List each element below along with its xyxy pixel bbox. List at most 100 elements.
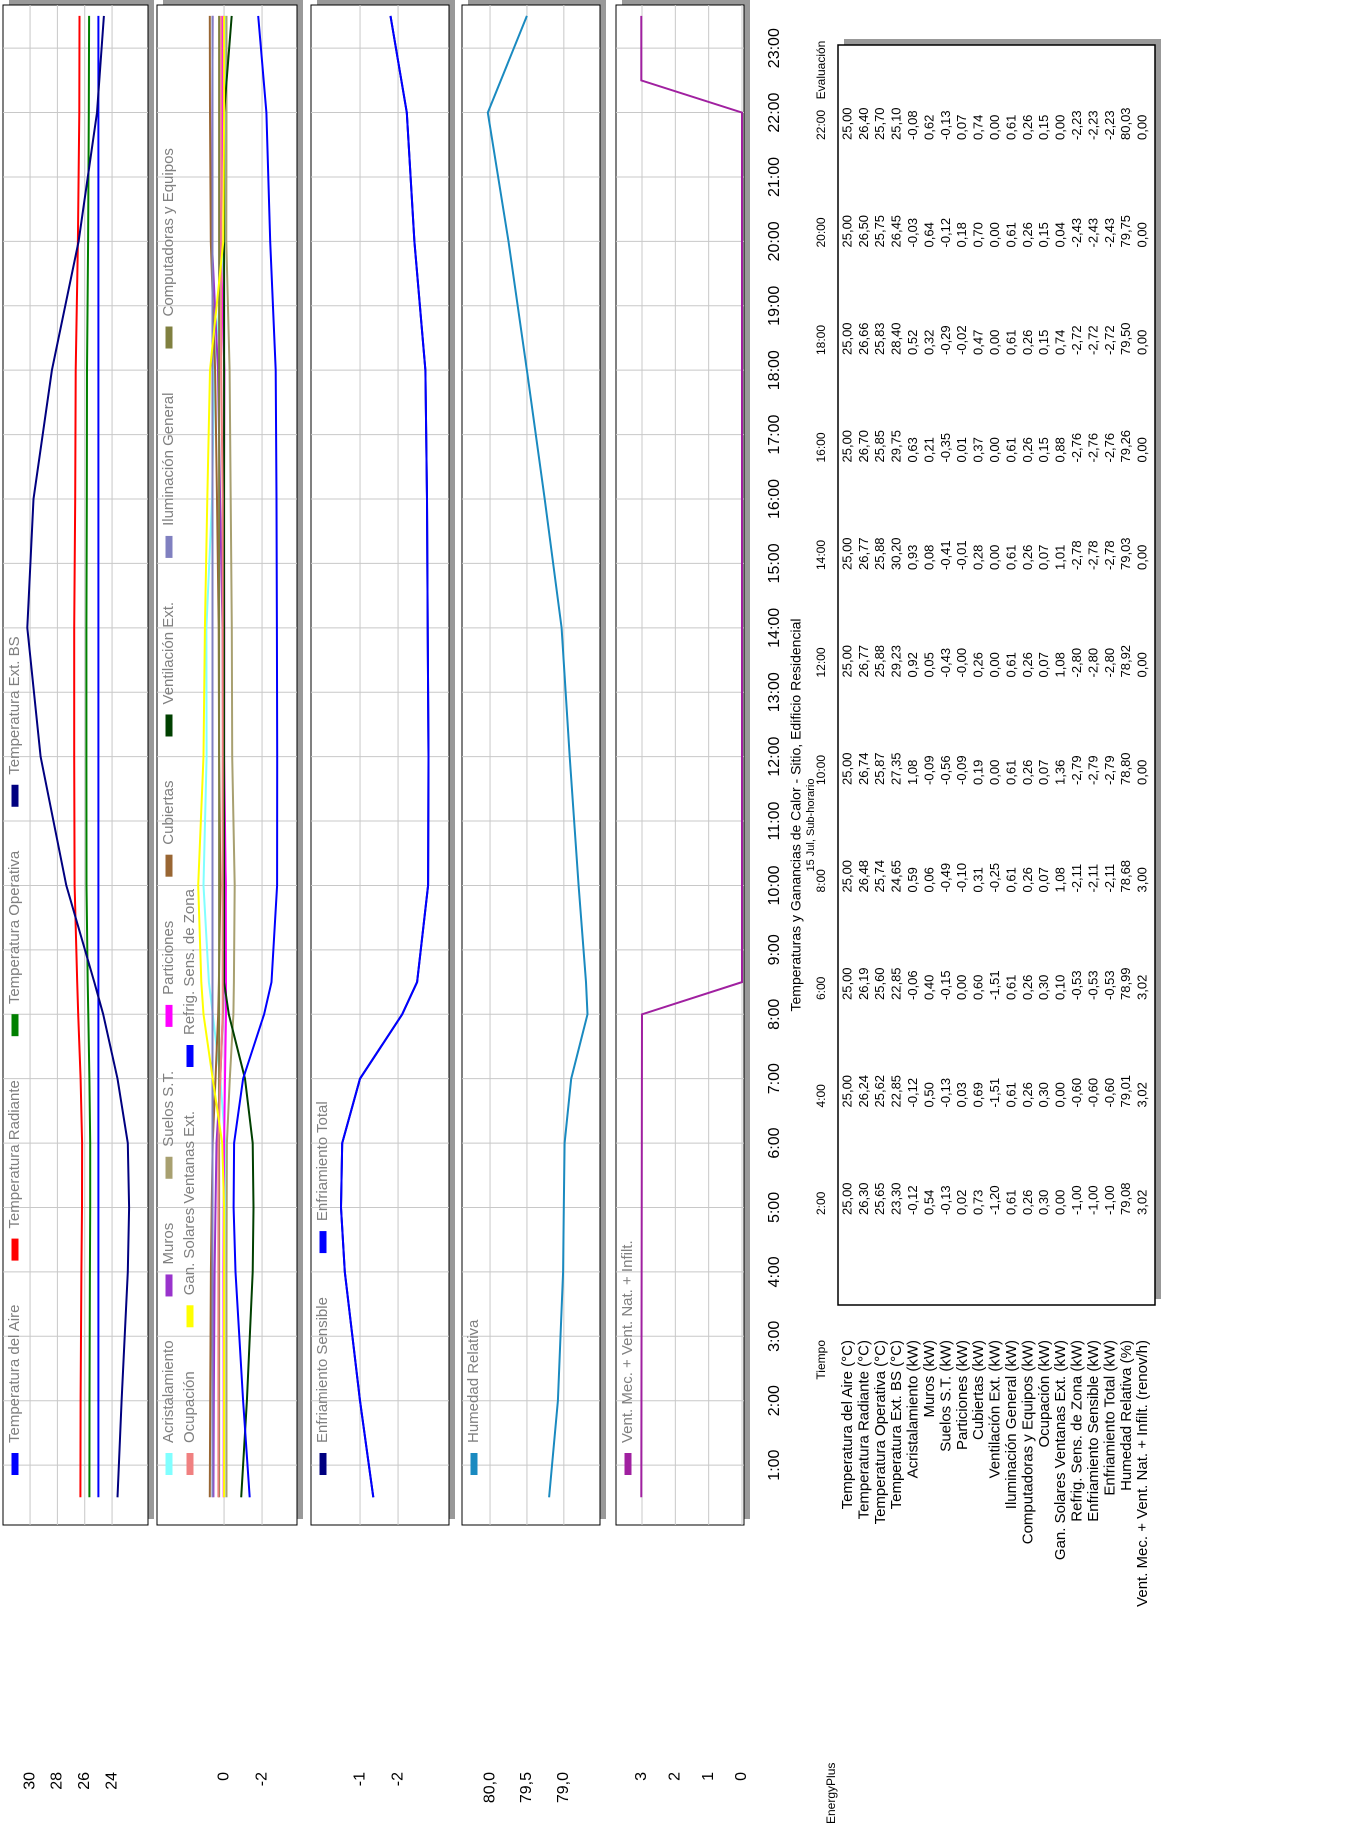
table-cell: 0,00 [1135, 222, 1150, 247]
series-line [217, 15, 224, 1498]
legend-label: Acristalamiento [160, 1340, 177, 1443]
chart-subtitle: 15 Jul, Sub-horario [805, 779, 817, 872]
table-cell: 0,00 [1053, 1190, 1068, 1215]
table-cell: 0,40 [921, 975, 936, 1000]
legend-swatch [186, 1305, 194, 1328]
table-cell: -2,23 [1085, 110, 1100, 140]
table-cell: -2,76 [1102, 433, 1117, 463]
table-cell: -0,29 [938, 325, 953, 355]
panel-frame [461, 4, 601, 1526]
table-cell: 0,26 [1020, 437, 1035, 462]
table-cell: 0,26 [1020, 222, 1035, 247]
table-cell: -2,80 [1069, 648, 1084, 678]
table-cell: 0,00 [987, 545, 1002, 570]
table-cell: 25,83 [872, 322, 887, 355]
y-tick-label: 2 [667, 1772, 684, 1781]
table-cell: 0,54 [921, 1190, 936, 1215]
table-cell: 0,07 [1036, 867, 1051, 892]
table-cell: 0,05 [921, 652, 936, 677]
table-cell: 0,03 [954, 1082, 969, 1107]
legend-label: Ocupación [181, 1371, 198, 1443]
x-tick-label: 18:00 [766, 350, 783, 390]
series-line [85, 15, 92, 1498]
table-cell: 0,07 [954, 115, 969, 140]
x-tick-label: 16:00 [766, 479, 783, 519]
table-cell: 25,00 [839, 1075, 854, 1108]
column-header: Evaluación [814, 41, 828, 100]
y-tick-label: 30 [21, 1772, 38, 1790]
table-cell: 25,10 [889, 107, 904, 140]
x-tick-label: 13:00 [766, 672, 783, 712]
series-line [640, 15, 743, 1498]
table-cell: 0,73 [971, 1190, 986, 1215]
table-cell: -1,00 [1102, 1185, 1117, 1215]
table-cell: -0,53 [1085, 970, 1100, 1000]
table-cell: 26,30 [856, 1182, 871, 1215]
y-tick-label: -2 [253, 1772, 270, 1786]
table-cell: -0,03 [905, 218, 920, 248]
y-tick-label: 80,0 [481, 1772, 498, 1803]
table-cell: 25,85 [872, 430, 887, 463]
x-tick-label: 11:00 [766, 802, 783, 841]
row-label: Temperatura Operativa (°C) [872, 1340, 889, 1524]
y-tick-label: 0 [733, 1772, 750, 1781]
x-tick-label: 10:00 [766, 865, 783, 905]
table-cell: -0,08 [905, 110, 920, 140]
table-cell: 0,61 [1003, 437, 1018, 462]
y-tick-label: -2 [389, 1772, 406, 1786]
table-cell: 80,03 [1118, 107, 1133, 140]
row-label: Muros (kW) [921, 1340, 938, 1418]
legend-label: Suelos S.T. [160, 1071, 177, 1147]
legend-swatch [470, 1453, 478, 1475]
table-cell: -0,43 [938, 648, 953, 678]
table-cell: 0,10 [1053, 975, 1068, 1000]
column-header: 8:00 [814, 869, 828, 893]
panel-frame [615, 4, 745, 1526]
table-cell: -2,78 [1102, 540, 1117, 570]
table-cell: 0,26 [1020, 652, 1035, 677]
table-cell: -2,79 [1069, 755, 1084, 785]
legend-label: Cubiertas [160, 780, 177, 844]
row-label: Acristalamiento (kW) [905, 1340, 922, 1478]
table-cell: 0,00 [987, 115, 1002, 140]
row-label: Enfriamiento Sensible (kW) [1085, 1340, 1102, 1522]
table-cell: -1,00 [1085, 1185, 1100, 1215]
row-label: Iluminación General (kW) [1003, 1340, 1020, 1509]
table-cell: 25,75 [872, 215, 887, 248]
table-cell: 0,26 [1020, 330, 1035, 355]
table-cell: 25,87 [872, 752, 887, 785]
legend-swatch [186, 1045, 194, 1067]
table-cell: 0,07 [1036, 545, 1051, 570]
table-cell: -2,80 [1085, 648, 1100, 678]
table-cell: 26,66 [856, 322, 871, 355]
table-cell: -0,60 [1085, 1078, 1100, 1108]
column-header: 16:00 [814, 432, 828, 462]
table-cell: 0,18 [954, 222, 969, 247]
table-cell: 0,61 [1003, 330, 1018, 355]
legend-swatch [165, 535, 173, 558]
legend-label: Iluminación General [160, 393, 177, 526]
legend-label: Enfriamiento Sensible [314, 1297, 331, 1443]
table-cell: 0,00 [1053, 1082, 1068, 1107]
table-cell: -0,49 [938, 863, 953, 893]
y-tick-label: 1 [700, 1772, 717, 1781]
table-cell: -0,60 [1069, 1078, 1084, 1108]
table-cell: 0,26 [1020, 975, 1035, 1000]
legend-swatch [165, 326, 173, 349]
column-header: 2:00 [814, 1191, 828, 1215]
table-cell: -2,43 [1102, 218, 1117, 248]
table-cell: 0,21 [921, 437, 936, 462]
series-line [197, 15, 226, 1498]
table-cell: 1,08 [1053, 652, 1068, 677]
series-line [339, 15, 430, 1498]
legend-swatch [165, 854, 173, 877]
table-cell: 3,00 [1135, 867, 1150, 892]
x-tick-label: 8:00 [766, 999, 783, 1030]
table-cell: 78,92 [1118, 645, 1133, 678]
x-tick-label: 9:00 [766, 934, 783, 965]
table-cell: 0,37 [971, 437, 986, 462]
rotated-report: Temperaturas y Ganancias de Calor - Siti… [2, 0, 1161, 1824]
row-label: Vent. Mec. + Vent. Nat. + Infilt. (renov… [1134, 1340, 1151, 1607]
row-label: Temperatura del Aire (°C) [839, 1340, 856, 1509]
x-tick-label: 21:00 [766, 157, 783, 197]
